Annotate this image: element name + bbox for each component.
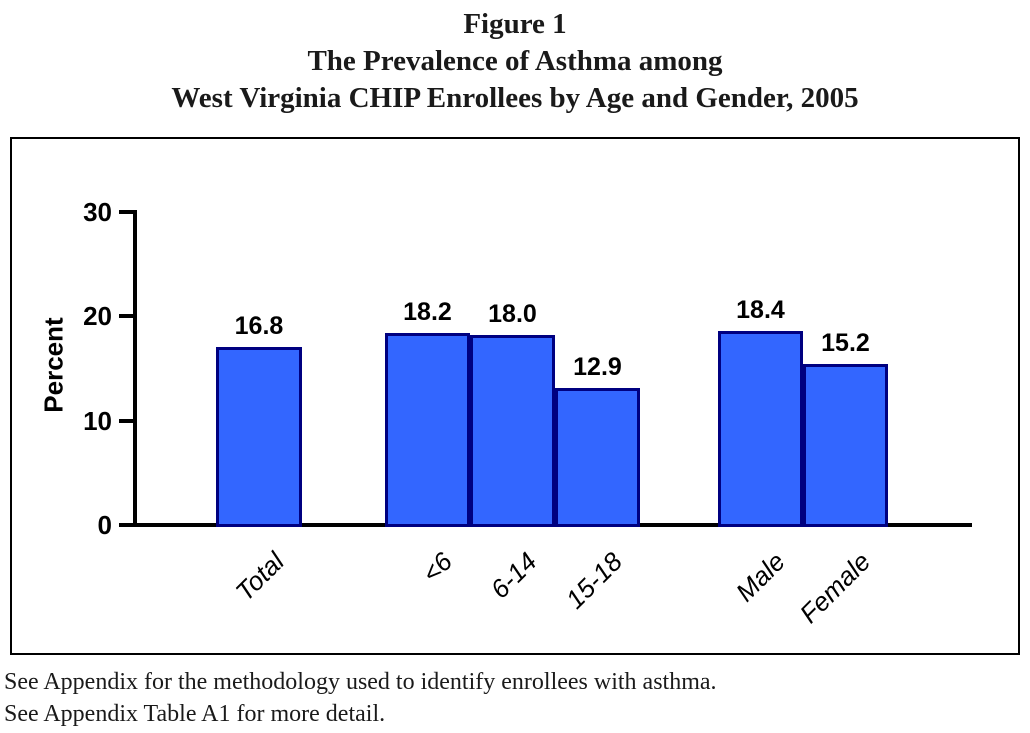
bar-total <box>216 347 302 527</box>
x-category-label: Female <box>793 546 877 629</box>
figure-title-line2: The Prevalence of Asthma among <box>307 45 723 77</box>
bar-chart-plot-area: Percent 0 10 20 30 16.8 Total 18.2 <6 18.0 6-14 12… <box>12 139 1018 653</box>
y-axis-line <box>133 210 137 527</box>
bar-value-label: 12.9 <box>573 353 622 381</box>
y-tick <box>119 523 133 527</box>
x-category-label: Male <box>729 546 792 608</box>
bar-6-14 <box>470 335 555 527</box>
y-axis-title: Percent <box>38 317 69 413</box>
x-category-label: <6 <box>415 546 459 589</box>
y-tick-label: 0 <box>97 510 112 540</box>
bar-value-label: 15.2 <box>821 329 870 357</box>
footnote-line-1: See Appendix for the methodology used to… <box>4 669 717 695</box>
bar-value-label: 16.8 <box>234 312 284 340</box>
y-tick <box>119 419 133 423</box>
footnotes: See Appendix for the methodology used to… <box>4 666 1024 730</box>
x-category-label: 15-18 <box>559 546 629 615</box>
figure-title-line3: West Virginia CHIP Enrollees by Age and … <box>171 82 859 114</box>
y-tick-label: 20 <box>83 301 112 331</box>
bar-female <box>803 364 888 527</box>
bar-value-label: 18.0 <box>488 300 537 328</box>
footnote-line-2: See Appendix Table A1 for more detail. <box>4 701 386 727</box>
bar-15-18 <box>555 388 640 527</box>
bar--6 <box>385 333 470 527</box>
figure-title: Figure 1 The Prevalence of Asthma among … <box>0 6 1030 117</box>
figure-number: Figure 1 <box>463 8 567 40</box>
x-category-label: 6-14 <box>484 546 544 605</box>
chart-frame: Percent 0 10 20 30 16.8 Total 18.2 <6 18.0 6-14 12… <box>10 137 1020 655</box>
bar-value-label: 18.4 <box>736 296 785 324</box>
bar-male <box>718 331 803 527</box>
y-tick <box>119 314 133 318</box>
y-tick <box>119 210 133 214</box>
y-tick-label: 10 <box>83 406 112 436</box>
bar-value-label: 18.2 <box>403 298 452 326</box>
x-category-label: Total <box>229 546 290 607</box>
y-tick-label: 30 <box>83 197 112 227</box>
